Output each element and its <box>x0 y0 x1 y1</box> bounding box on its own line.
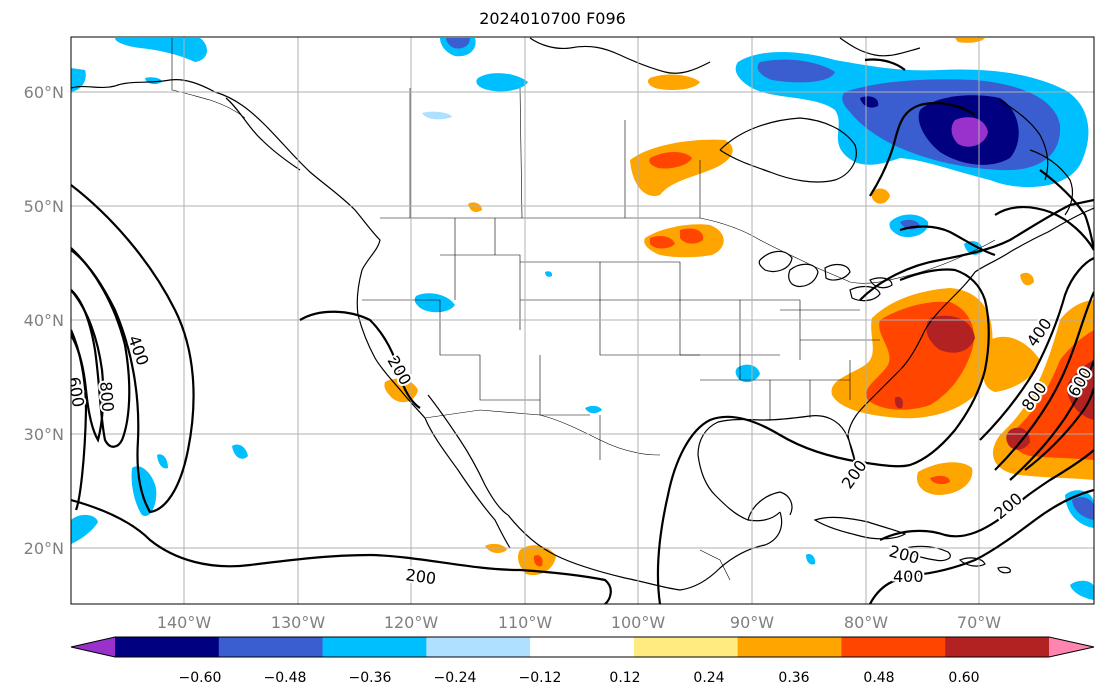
latitude-labels: 60°N 50°N 40°N 30°N 20°N <box>24 83 64 558</box>
lat-label: 40°N <box>24 311 64 330</box>
colorbar-segment <box>426 637 531 657</box>
lon-label: 80°W <box>844 613 888 632</box>
lat-label: 50°N <box>24 197 64 216</box>
colorbar-segment <box>530 637 635 657</box>
colorbar-tick-label: 0.60 <box>948 670 979 686</box>
lon-label: 140°W <box>157 613 212 632</box>
lon-label: 110°W <box>498 613 553 632</box>
colorbar-extend-high <box>1049 637 1094 657</box>
colorbar-tick-label: 0.24 <box>693 670 724 686</box>
lat-label: 30°N <box>24 425 64 444</box>
colorbar-segment <box>115 637 220 657</box>
colorbar-outline <box>70 636 1095 658</box>
colorbar-tick-label: 0.12 <box>609 670 640 686</box>
colorbar-segment <box>841 637 946 657</box>
gridlines <box>71 37 1094 604</box>
colorbar-tick-label: −0.36 <box>349 670 392 686</box>
colorbar-tick-label: −0.12 <box>519 670 562 686</box>
colorbar-segment <box>945 637 1050 657</box>
coastlines <box>71 37 1094 591</box>
colorbar-tick-label: −0.48 <box>264 670 307 686</box>
colorbar-segment <box>737 637 842 657</box>
colorbar-extend-low <box>71 637 115 657</box>
longitude-labels: 140°W 130°W 120°W 110°W 100°W 90°W 80°W … <box>157 613 1001 632</box>
lon-label: 120°W <box>384 613 439 632</box>
map-title: 2024010700 F096 <box>479 9 626 28</box>
colorbar-segment <box>633 637 739 657</box>
colorbar <box>70 636 1095 658</box>
lat-label: 20°N <box>24 539 64 558</box>
colorbar-tick-labels: −0.60 −0.48 −0.36 −0.24 −0.12 0.12 0.24 … <box>179 670 980 686</box>
lat-label: 60°N <box>24 83 64 102</box>
colorbar-tick-label: −0.60 <box>179 670 222 686</box>
map-frame <box>70 36 1095 605</box>
contour-label: 400 <box>893 567 924 586</box>
colorbar-tick-label: −0.24 <box>434 670 477 686</box>
colorbar-segment <box>322 637 427 657</box>
colorbar-tick-label: 0.48 <box>863 670 894 686</box>
colorbar-segment <box>218 637 324 657</box>
lon-label: 70°W <box>957 613 1001 632</box>
contour-lines <box>71 58 1094 604</box>
lon-label: 90°W <box>730 613 774 632</box>
colorbar-tick-label: 0.36 <box>778 670 809 686</box>
lon-label: 130°W <box>271 613 326 632</box>
lon-label: 100°W <box>611 613 666 632</box>
contour-label: 800 <box>96 381 118 413</box>
contour-label: 600 <box>64 375 88 408</box>
